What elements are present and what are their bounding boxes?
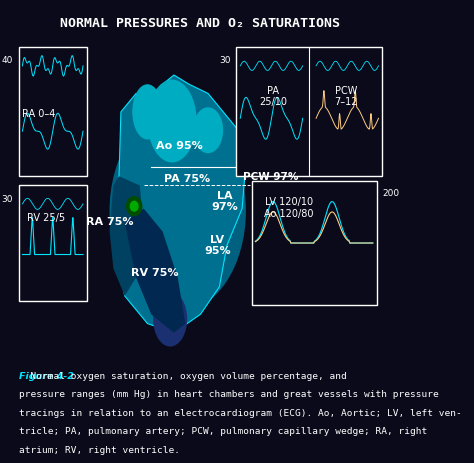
Bar [18,186,87,300]
Text: RA 75%: RA 75% [86,217,133,227]
Ellipse shape [109,110,246,312]
Text: 30: 30 [219,56,231,65]
Ellipse shape [193,107,223,153]
Text: tricle; PA, pulmonary artery; PCW, pulmonary capillary wedge; RA, right: tricle; PA, pulmonary artery; PCW, pulmo… [18,427,427,436]
Text: LV 120/10
Ao 120/80: LV 120/10 Ao 120/80 [264,197,314,219]
Text: Figure 4-2: Figure 4-2 [18,372,73,381]
PathPatch shape [117,75,246,333]
Text: LV
95%: LV 95% [204,234,231,256]
Text: RA 0–4: RA 0–4 [22,109,56,119]
Ellipse shape [153,291,187,347]
Circle shape [129,200,139,212]
Text: Normal oxygen saturation, oxygen volume percentage, and: Normal oxygen saturation, oxygen volume … [18,372,346,381]
Text: 200: 200 [383,189,400,198]
Text: LA
97%: LA 97% [212,191,238,213]
PathPatch shape [125,208,185,333]
Text: NORMAL PRESSURES AND O₂ SATURATIONS: NORMAL PRESSURES AND O₂ SATURATIONS [61,18,340,31]
Text: Ao 95%: Ao 95% [156,141,203,151]
Text: 40: 40 [1,56,13,65]
Text: PA
25/10: PA 25/10 [259,86,287,107]
Text: RV 75%: RV 75% [131,268,179,278]
Text: pressure ranges (mm Hg) in heart chambers and great vessels with pressure: pressure ranges (mm Hg) in heart chamber… [18,390,438,399]
Bar [237,47,383,176]
Text: PCW 97%: PCW 97% [243,172,298,182]
Text: PCW
7–12: PCW 7–12 [334,86,357,107]
Text: PA 75%: PA 75% [164,174,210,183]
Text: tracings in relation to an electrocardiogram (ECG). Ao, Aortic; LV, left ven-: tracings in relation to an electrocardio… [18,409,461,418]
Circle shape [126,196,143,216]
Text: 30: 30 [1,195,13,204]
Text: RV 25/5: RV 25/5 [27,213,65,223]
Text: atrium; RV, right ventricle.: atrium; RV, right ventricle. [18,445,180,455]
PathPatch shape [109,176,144,296]
Ellipse shape [132,84,163,139]
Ellipse shape [147,80,197,163]
Bar [18,47,87,176]
Bar [252,181,377,305]
